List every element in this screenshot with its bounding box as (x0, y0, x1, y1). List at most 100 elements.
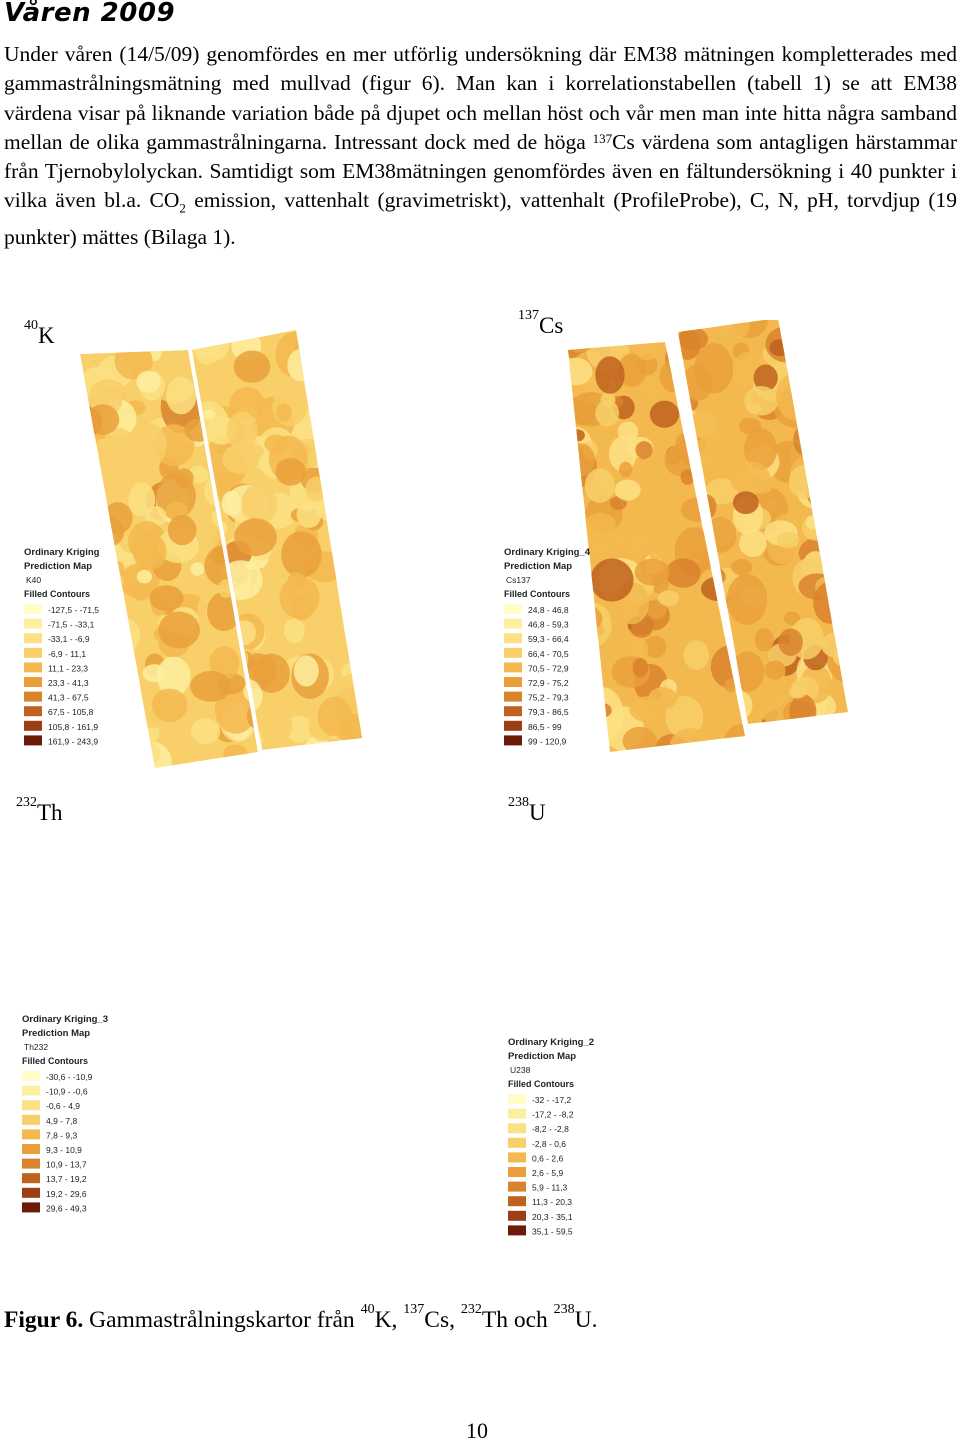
legend-contours-label: Filled Contours (508, 1079, 574, 1089)
legend-swatch (22, 1085, 40, 1096)
map-k40: Ordinary Kriging Prediction Map K40 Filled … (24, 330, 362, 768)
legend-subtitle: Prediction Map (508, 1051, 576, 1062)
legend-swatch (504, 735, 522, 746)
legend-swatch (504, 706, 522, 717)
legend-class-label: -6,9 - 11,1 (48, 649, 86, 659)
body-paragraph: Under våren (14/5/09) genomfördes en mer… (4, 40, 957, 252)
legend-swatch (504, 720, 522, 731)
legend-swatch (24, 662, 42, 673)
legend-swatch (24, 604, 42, 614)
legend-class-label: 41,3 - 67,5 (48, 693, 89, 703)
legend-swatch (24, 647, 42, 658)
legend-swatch (508, 1152, 526, 1163)
legend-class-label: 29,6 - 49,3 (46, 1203, 87, 1213)
legend-class-label: 2,6 - 5,9 (532, 1168, 563, 1178)
legend-subtitle: Prediction Map (24, 561, 92, 572)
legend-swatch (24, 677, 42, 687)
legend-contours-label: Filled Contours (24, 589, 90, 599)
legend-title: Ordinary Kriging_3 (22, 1014, 108, 1025)
paragraph-text-1: Under våren (14/5/09) genomfördes en mer… (4, 42, 957, 154)
legend-swatch (24, 633, 42, 644)
legend-variable: Cs137 (506, 575, 531, 585)
legend-class-label: -0,6 - 4,9 (46, 1101, 80, 1111)
paragraph-text-2: Cs värdena som antagligen härstammar frå… (4, 129, 957, 213)
legend-class-label: 13,7 - 19,2 (46, 1174, 87, 1184)
legend-class-label: -33,1 - -6,9 (48, 634, 90, 644)
legend-contours-label: Filled Contours (504, 589, 570, 599)
legend-swatch (504, 633, 522, 644)
legend-swatch (508, 1181, 526, 1192)
legend-variable: U238 (510, 1065, 531, 1075)
legend-title: Ordinary Kriging_4 (504, 547, 591, 558)
legend-class-label: 11,3 - 20,3 (532, 1197, 572, 1207)
co2-subscript: 2 (179, 200, 186, 216)
legend-class-label: -30,6 - -10,9 (46, 1072, 93, 1082)
legend-swatch (22, 1071, 40, 1081)
legend-variable: Th232 (24, 1042, 48, 1052)
legend-swatch (504, 604, 522, 614)
legend-swatch (508, 1167, 526, 1177)
legend-subtitle: Prediction Map (504, 561, 572, 572)
legend-class-label: 20,3 - 35,1 (532, 1212, 573, 1222)
legend-swatch (22, 1173, 40, 1184)
legend-swatch (24, 691, 42, 702)
page-number: 10 (466, 1418, 488, 1443)
legend-class-label: 0,6 - 2,6 (532, 1153, 563, 1163)
legend-class-label: 5,9 - 11,3 (532, 1183, 568, 1193)
map-legend: Ordinary Kriging Prediction Map K40 Filled … (24, 547, 100, 746)
map-cs137: Ordinary Kriging_4 Prediction Map Cs137 Fil… (504, 320, 848, 752)
legend-class-label: 67,5 - 105,8 (48, 707, 94, 717)
cs-superscript: 137 (592, 130, 613, 146)
map-u238: Ordinary Kriging_2 Prediction Map U238 Fill… (508, 1037, 594, 1236)
legend-class-label: 9,3 - 10,9 (46, 1145, 82, 1155)
legend-swatch (508, 1196, 526, 1207)
legend-swatch (24, 735, 42, 746)
legend-class-label: 86,5 - 99 (528, 722, 562, 732)
map-label-k40: 40K (24, 318, 55, 348)
legend-class-label: 161,9 - 243,9 (48, 736, 98, 746)
legend-class-label: 75,2 - 79,3 (528, 693, 569, 703)
legend-class-label: 4,9 - 7,8 (46, 1116, 77, 1126)
legend-swatch (508, 1137, 526, 1148)
legend-class-label: -2,8 - 0,6 (532, 1139, 566, 1149)
figure-caption: Figur 6. Gammastrålningskartor från 40K,… (4, 1302, 598, 1333)
legend-class-label: 99 - 120,9 (528, 736, 567, 746)
legend-title: Ordinary Kriging (24, 547, 100, 558)
caption-label: Figur 6. (4, 1307, 84, 1333)
map-label-th232: 232Th (16, 795, 63, 825)
legend-swatch (508, 1123, 526, 1134)
legend-class-label: 66,4 - 70,5 (528, 649, 569, 659)
section-heading: Våren 2009 (4, 0, 176, 28)
legend-swatch (508, 1225, 526, 1236)
legend-swatch (508, 1210, 526, 1221)
legend-class-label: 24,8 - 46,8 (528, 605, 569, 615)
legend-class-label: 105,8 - 161,9 (48, 722, 98, 732)
legend-swatch (504, 691, 522, 702)
legend-class-label: 59,3 - 66,4 (528, 634, 569, 644)
map-th232: Ordinary Kriging_3 Prediction Map Th232 Fil… (22, 1014, 108, 1213)
legend-class-label: 23,3 - 41,3 (48, 678, 89, 688)
legend-class-label: 46,8 - 59,3 (528, 620, 569, 630)
map-legend: Ordinary Kriging_2 Prediction Map U238 Fill… (508, 1037, 594, 1236)
legend-class-label: -71,5 - -33,1 (48, 620, 95, 630)
legend-contours-label: Filled Contours (22, 1056, 88, 1066)
legend-swatch (22, 1144, 40, 1154)
legend-swatch (22, 1187, 40, 1198)
legend-class-label: -10,9 - -0,6 (46, 1087, 88, 1097)
map-label-u238: 238U (508, 795, 546, 825)
legend-class-label: -8,2 - -2,8 (532, 1124, 569, 1134)
legend-class-label: -32 - -17,2 (532, 1095, 571, 1105)
paragraph-text-3: emission, vattenhalt (gravimetriskt), va… (4, 188, 957, 250)
legend-swatch (504, 662, 522, 673)
legend-class-label: 7,8 - 9,3 (46, 1130, 77, 1140)
map-legend: Ordinary Kriging_4 Prediction Map Cs137 Fil… (504, 547, 591, 746)
legend-swatch (22, 1114, 40, 1125)
legend-swatch (504, 618, 522, 629)
legend-variable: K40 (26, 575, 41, 585)
legend-swatch (22, 1158, 40, 1169)
legend-swatch (504, 677, 522, 687)
legend-swatch (24, 720, 42, 731)
map-legend: Ordinary Kriging_3 Prediction Map Th232 Fil… (22, 1014, 108, 1213)
legend-class-label: 19,2 - 29,6 (46, 1189, 87, 1199)
legend-class-label: 70,5 - 72,9 (528, 663, 569, 673)
